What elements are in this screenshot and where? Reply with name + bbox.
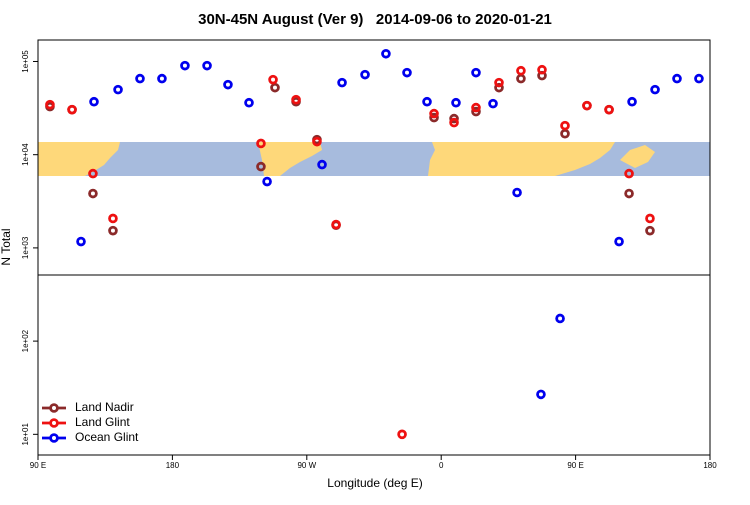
map-band bbox=[38, 142, 710, 176]
point bbox=[451, 97, 461, 108]
point bbox=[560, 120, 570, 131]
point bbox=[624, 168, 634, 179]
point bbox=[270, 82, 280, 93]
point bbox=[88, 168, 98, 179]
point bbox=[422, 96, 432, 107]
point bbox=[536, 389, 546, 400]
point bbox=[429, 112, 439, 123]
y-axis-label: N Total bbox=[0, 228, 13, 265]
plot-frame bbox=[37, 39, 711, 456]
point bbox=[672, 73, 682, 84]
point bbox=[256, 161, 266, 172]
point bbox=[449, 113, 459, 124]
point bbox=[537, 64, 547, 75]
point bbox=[89, 96, 99, 107]
point bbox=[627, 96, 637, 107]
point bbox=[331, 219, 341, 230]
point bbox=[471, 102, 481, 113]
point bbox=[67, 104, 77, 115]
point bbox=[494, 77, 504, 88]
point bbox=[449, 117, 459, 128]
x-axis-label: Longitude (deg E) bbox=[327, 476, 422, 490]
chart-title: 30N-45N August (Ver 9) 2014-09-06 to 202… bbox=[198, 11, 552, 28]
x-tick-label: 180 bbox=[166, 461, 180, 470]
point bbox=[317, 159, 327, 170]
point bbox=[650, 84, 660, 95]
y-tick-label: 1e+02 bbox=[21, 329, 30, 352]
point bbox=[262, 176, 272, 187]
x-tick-label: 90 W bbox=[297, 461, 316, 470]
point bbox=[645, 225, 655, 236]
point bbox=[268, 74, 278, 85]
point bbox=[202, 60, 212, 71]
legend-label: Ocean Glint bbox=[75, 430, 139, 444]
point bbox=[360, 69, 370, 80]
point bbox=[614, 236, 624, 247]
point bbox=[429, 108, 439, 119]
x-tick-label: 0 bbox=[439, 461, 444, 470]
point bbox=[381, 48, 391, 59]
point bbox=[312, 136, 322, 147]
point bbox=[624, 188, 634, 199]
point bbox=[108, 213, 118, 224]
point bbox=[494, 82, 504, 93]
point bbox=[516, 65, 526, 76]
point bbox=[645, 213, 655, 224]
point bbox=[555, 313, 565, 324]
point bbox=[512, 187, 522, 198]
x-tick-label: 90 E bbox=[567, 461, 583, 470]
point bbox=[694, 73, 704, 84]
legend-label: Land Glint bbox=[75, 415, 130, 429]
point bbox=[516, 73, 526, 84]
point bbox=[88, 188, 98, 199]
point bbox=[76, 236, 86, 247]
legend-label: Land Nadir bbox=[75, 400, 134, 414]
point bbox=[582, 100, 592, 111]
point bbox=[223, 79, 233, 90]
point bbox=[471, 106, 481, 117]
legend-marker bbox=[49, 433, 59, 443]
point bbox=[157, 73, 167, 84]
point bbox=[180, 60, 190, 71]
series bbox=[76, 48, 704, 400]
point bbox=[337, 77, 347, 88]
point bbox=[397, 429, 407, 440]
point bbox=[108, 225, 118, 236]
point bbox=[291, 94, 301, 105]
y-tick-label: 1e+05 bbox=[21, 50, 30, 73]
point bbox=[135, 73, 145, 84]
x-tick-label: 90 E bbox=[30, 461, 46, 470]
point bbox=[256, 138, 266, 149]
point bbox=[113, 84, 123, 95]
point bbox=[471, 67, 481, 78]
x-tick-label: 180 bbox=[703, 461, 717, 470]
y-tick-label: 1e+01 bbox=[21, 423, 30, 446]
legend-marker bbox=[49, 418, 59, 428]
point bbox=[488, 98, 498, 109]
legend-marker bbox=[49, 403, 59, 413]
point bbox=[402, 67, 412, 78]
point bbox=[604, 104, 614, 115]
y-tick-label: 1e+03 bbox=[21, 236, 30, 259]
y-tick-label: 1e+04 bbox=[21, 143, 30, 166]
point bbox=[560, 128, 570, 139]
series bbox=[45, 64, 655, 440]
point bbox=[244, 97, 254, 108]
point bbox=[45, 99, 55, 110]
